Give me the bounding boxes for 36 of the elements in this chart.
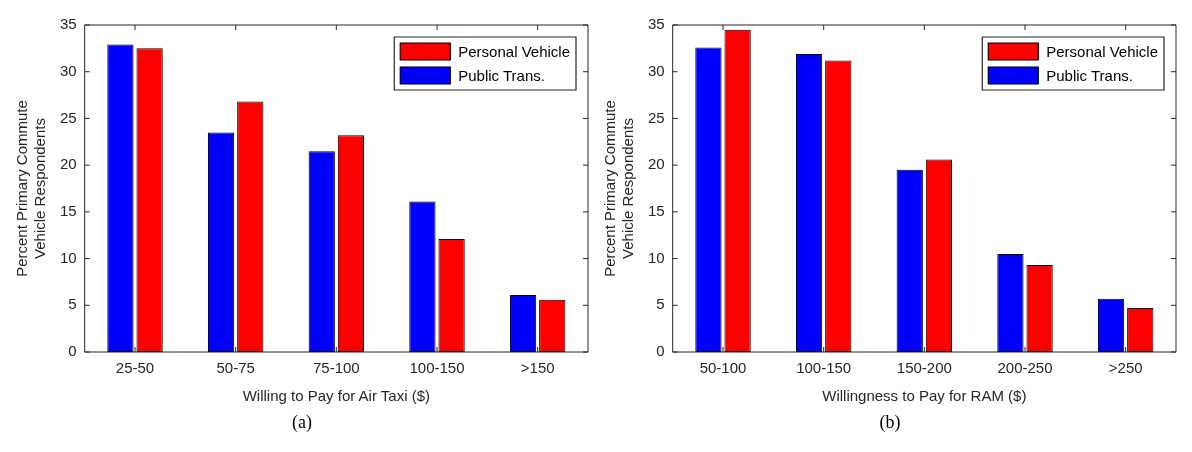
x-tick-label: 50-75 — [216, 359, 255, 377]
x-tick-label: 100-150 — [409, 359, 465, 377]
y-tick-label: 25 — [648, 108, 665, 126]
y-tick-label: 30 — [648, 61, 665, 79]
y-tick-label: 20 — [648, 155, 665, 173]
legend-label: Personal Vehicle — [458, 42, 571, 60]
y-tick-label: 5 — [656, 295, 665, 313]
y-tick-label: 30 — [60, 61, 77, 79]
y-tick-label: 15 — [648, 202, 665, 219]
y-tick-label: 20 — [60, 155, 77, 173]
text: (a) — [292, 412, 312, 433]
y-tick-label: 10 — [60, 248, 77, 266]
x-tick-label: 100-150 — [796, 359, 852, 377]
y-tick-label: 15 — [60, 202, 77, 219]
x-tick-label: >150 — [520, 359, 555, 377]
y-axis-title: Percent Primary Commute Vehicle Respondents — [601, 100, 637, 277]
y-tick-label: 35 — [648, 15, 665, 33]
legend-label: Personal Vehicle — [1046, 42, 1159, 60]
x-tick-label: 75-100 — [312, 359, 360, 377]
text: (b) — [879, 412, 901, 433]
x-axis-title: Willingness to Pay for RAM ($) — [822, 387, 1027, 405]
x-tick-label: 50-100 — [699, 359, 747, 377]
legend-label: Public Trans. — [458, 66, 545, 84]
y-tick-label: 0 — [68, 342, 77, 360]
y-tick-label: 25 — [60, 108, 77, 126]
legend-label: Public Trans. — [1046, 66, 1133, 84]
x-tick-label: 200-250 — [997, 359, 1053, 377]
x-tick-label: 150-200 — [896, 359, 952, 377]
x-axis-title: Willing to Pay for Air Taxi ($) — [242, 387, 430, 405]
y-tick-label: 0 — [656, 342, 665, 360]
y-axis-title: Percent Primary Commute Vehicle Respondents — [13, 100, 49, 277]
x-tick-label: 25-50 — [115, 359, 155, 377]
y-tick-label: 5 — [68, 295, 77, 313]
y-tick-label: 35 — [60, 15, 77, 33]
x-tick-label: >250 — [1108, 359, 1143, 377]
y-tick-label: 10 — [648, 248, 665, 266]
